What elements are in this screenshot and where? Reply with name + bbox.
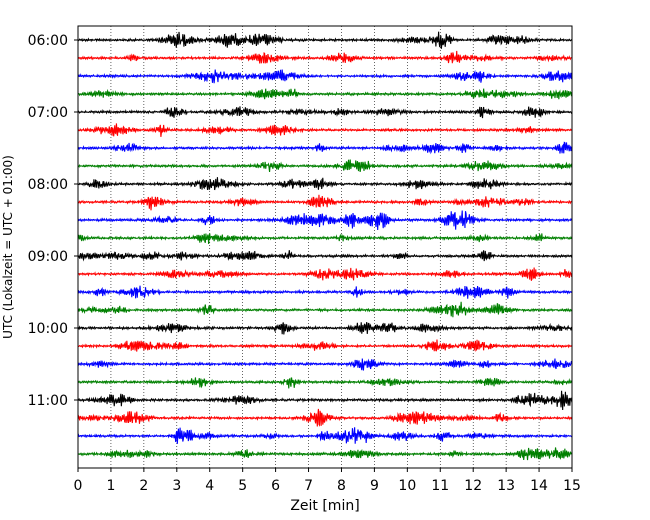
x-tick-label: 3 (172, 478, 181, 494)
x-tick-label: 10 (398, 478, 416, 494)
seismic-trace (77, 69, 573, 84)
seismic-trace (77, 285, 573, 299)
x-tick-label: 1 (106, 478, 115, 494)
seismic-trace (77, 210, 573, 230)
seismic-trace (77, 123, 573, 137)
seismic-trace (77, 358, 573, 371)
seismic-trace (77, 408, 573, 427)
x-axis-label: Zeit [min] (290, 498, 359, 514)
seismic-trace (77, 106, 573, 119)
x-tick-label: 2 (139, 478, 148, 494)
seismic-trace (77, 141, 573, 155)
seismic-traces (77, 31, 573, 461)
x-axis-ticks: 0 1 2 3 4 5 6 7 8 9 10 11 12 13 14 15 (74, 468, 581, 494)
seismic-trace (77, 159, 573, 173)
y-tick-label: 07:00 (28, 105, 68, 121)
x-tick-label: 15 (563, 478, 581, 494)
x-tick-label: 5 (238, 478, 247, 494)
x-tick-label: 9 (370, 478, 379, 494)
x-tick-label: 11 (431, 478, 449, 494)
seismic-trace (77, 31, 573, 49)
x-tick-label: 8 (337, 478, 346, 494)
x-tick-label: 7 (304, 478, 313, 494)
y-axis-ticks: 06:00 07:00 08:00 09:00 10:00 11:00 (28, 33, 78, 409)
seismic-trace (77, 301, 573, 318)
seismic-trace (77, 88, 573, 100)
seismic-trace (77, 377, 573, 389)
seismic-trace (77, 267, 573, 281)
y-tick-label: 11:00 (28, 393, 68, 409)
seismic-trace (77, 390, 573, 410)
seismic-trace (77, 50, 573, 64)
plot-frame (77, 25, 573, 469)
seismic-trace (77, 447, 573, 461)
y-tick-label: 10:00 (28, 321, 68, 337)
x-tick-label: 13 (497, 478, 515, 494)
plot-background (78, 26, 572, 468)
y-axis-label: UTC (Lokalzeit = UTC + 01:00) (1, 155, 15, 339)
x-tick-label: 14 (530, 478, 548, 494)
y-tick-label: 09:00 (28, 249, 68, 265)
x-tick-label: 4 (205, 478, 214, 494)
x-tick-label: 6 (271, 478, 280, 494)
seismic-trace (77, 177, 573, 191)
seismic-trace (77, 232, 573, 245)
seismic-trace (77, 339, 573, 352)
seismic-trace (77, 250, 573, 262)
y-tick-label: 06:00 (28, 33, 68, 49)
seismic-trace (77, 427, 573, 444)
x-tick-label: 12 (464, 478, 482, 494)
seismic-trace (77, 194, 573, 211)
y-tick-label: 08:00 (28, 177, 68, 193)
x-tick-label: 0 (74, 478, 83, 494)
seismic-trace (77, 321, 573, 335)
